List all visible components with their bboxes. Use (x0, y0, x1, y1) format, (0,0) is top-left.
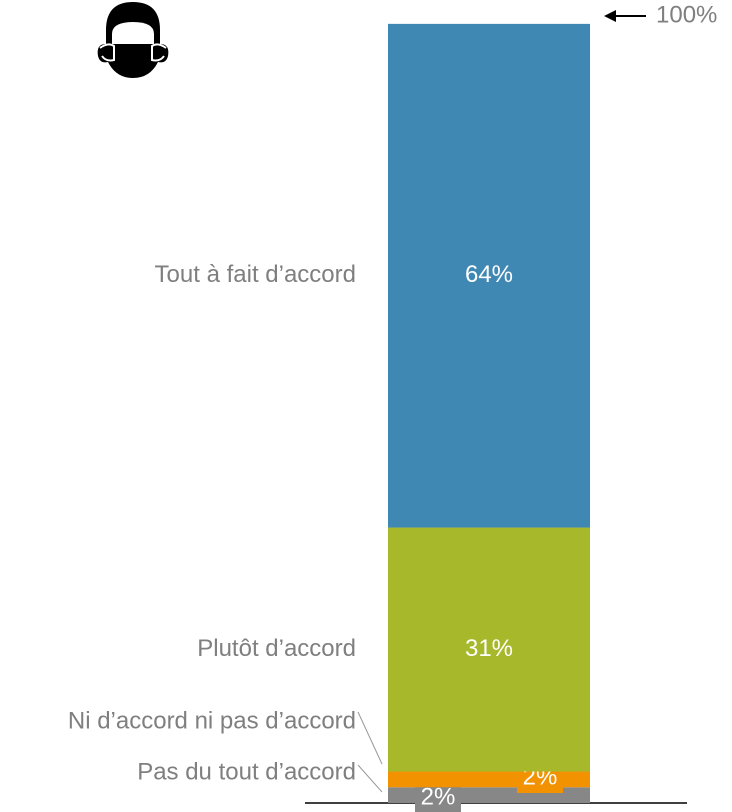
value-label: 2% (421, 783, 456, 810)
category-label: Plutôt d’accord (197, 635, 356, 662)
leader-line (357, 764, 383, 793)
y-tick-label: 100% (656, 1, 717, 28)
category-label: Ni d’accord ni pas d’accord (68, 707, 356, 734)
value-label: 31% (465, 635, 513, 662)
arrow-head (604, 10, 616, 22)
value-label: 64% (465, 261, 513, 288)
bar-segment (388, 527, 590, 772)
bar-segment (388, 23, 590, 528)
category-label: Tout à fait d’accord (155, 261, 356, 288)
mask-icon (97, 2, 169, 78)
value-label-box (415, 783, 461, 812)
leader-line (357, 711, 383, 765)
category-label: Pas du tout d’accord (137, 758, 356, 785)
